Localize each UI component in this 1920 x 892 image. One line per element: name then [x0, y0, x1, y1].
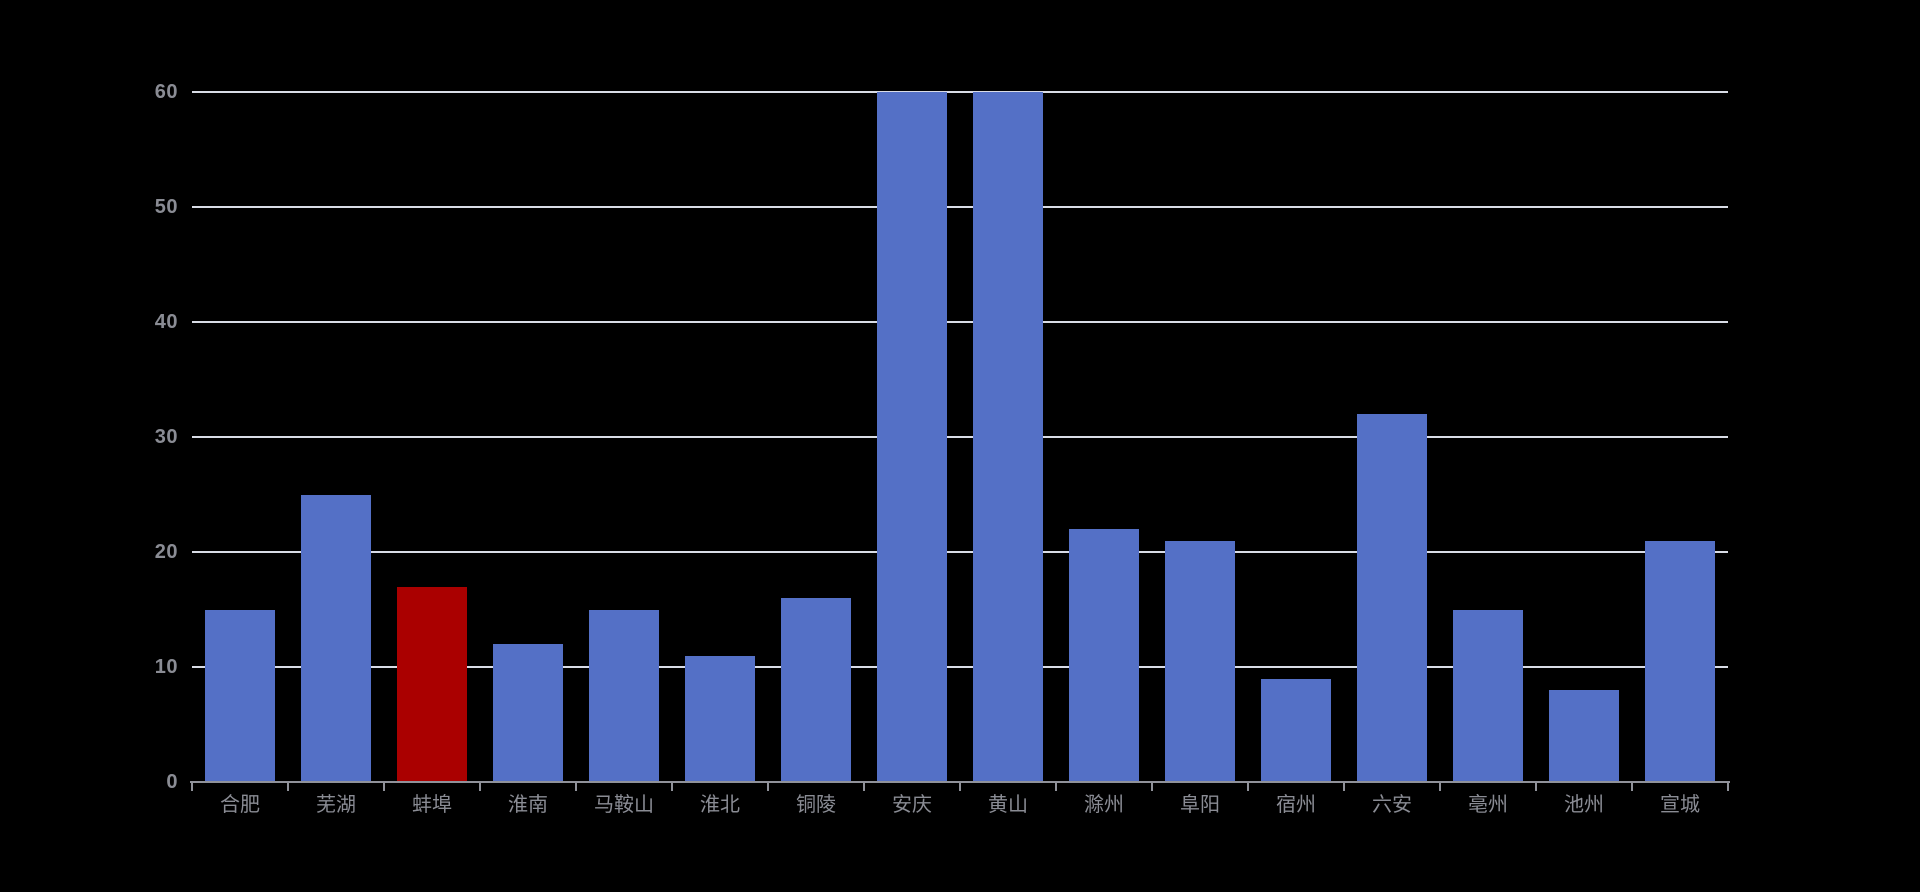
x-axis-label-六安: 六安: [1372, 794, 1412, 816]
x-axis-label-芜湖: 芜湖: [316, 794, 356, 816]
y-axis-label: 20: [154, 541, 178, 563]
x-axis-tick: [383, 782, 385, 791]
x-axis-label-宿州: 宿州: [1276, 794, 1316, 816]
bar-六安[interactable]: [1357, 414, 1427, 782]
x-axis-tick: [1151, 782, 1153, 791]
x-axis-label-铜陵: 铜陵: [796, 794, 836, 816]
y-axis-label: 10: [154, 656, 178, 678]
bar-阜阳[interactable]: [1165, 540, 1235, 782]
x-axis-tick: [1727, 782, 1729, 791]
gridline-30: [192, 436, 1728, 438]
x-axis-label-宣城: 宣城: [1660, 794, 1700, 816]
x-axis-tick: [1343, 782, 1345, 791]
x-axis-tick: [191, 782, 193, 791]
x-axis-label-池州: 池州: [1564, 794, 1604, 816]
x-axis-label-淮南: 淮南: [508, 794, 548, 816]
y-axis-label: 0: [166, 771, 178, 793]
x-axis-label-黄山: 黄山: [988, 794, 1028, 816]
y-axis-label: 50: [154, 196, 178, 218]
bar-蚌埠[interactable]: [397, 586, 467, 782]
x-axis-label-亳州: 亳州: [1468, 794, 1508, 816]
x-axis-tick: [1631, 782, 1633, 791]
gridline-40: [192, 321, 1728, 323]
y-axis-label: 30: [154, 426, 178, 448]
x-axis-label-合肥: 合肥: [220, 794, 260, 816]
x-axis-tick: [1535, 782, 1537, 791]
gridline-20: [192, 551, 1728, 553]
gridline-60: [192, 91, 1728, 93]
x-axis-tick: [1439, 782, 1441, 791]
x-axis-tick: [767, 782, 769, 791]
bar-滁州[interactable]: [1069, 529, 1139, 782]
x-axis-tick: [1055, 782, 1057, 791]
x-axis-tick: [287, 782, 289, 791]
x-axis-tick: [575, 782, 577, 791]
bar-宿州[interactable]: [1261, 678, 1331, 782]
bar-马鞍山[interactable]: [589, 609, 659, 782]
x-axis-label-蚌埠: 蚌埠: [412, 794, 452, 816]
bar-铜陵[interactable]: [781, 598, 851, 782]
x-axis-label-马鞍山: 马鞍山: [594, 794, 654, 816]
bar-淮南[interactable]: [493, 644, 563, 782]
x-axis-tick: [671, 782, 673, 791]
x-axis-label-淮北: 淮北: [700, 794, 740, 816]
gridline-50: [192, 206, 1728, 208]
bar-宣城[interactable]: [1645, 540, 1715, 782]
bar-黄山[interactable]: [973, 92, 1043, 782]
x-axis-tick: [1247, 782, 1249, 791]
y-axis-label: 40: [154, 311, 178, 333]
x-axis-label-阜阳: 阜阳: [1180, 794, 1220, 816]
bar-池州[interactable]: [1549, 690, 1619, 782]
y-axis-label: 60: [154, 81, 178, 103]
x-axis-tick: [479, 782, 481, 791]
bar-芜湖[interactable]: [301, 494, 371, 782]
bar-亳州[interactable]: [1453, 609, 1523, 782]
gridline-10: [192, 666, 1728, 668]
x-axis-label-安庆: 安庆: [892, 794, 932, 816]
x-axis-label-滁州: 滁州: [1084, 794, 1124, 816]
x-axis-tick: [863, 782, 865, 791]
bar-安庆[interactable]: [877, 92, 947, 782]
x-axis-tick: [959, 782, 961, 791]
bar-合肥[interactable]: [205, 609, 275, 782]
bar-淮北[interactable]: [685, 655, 755, 782]
